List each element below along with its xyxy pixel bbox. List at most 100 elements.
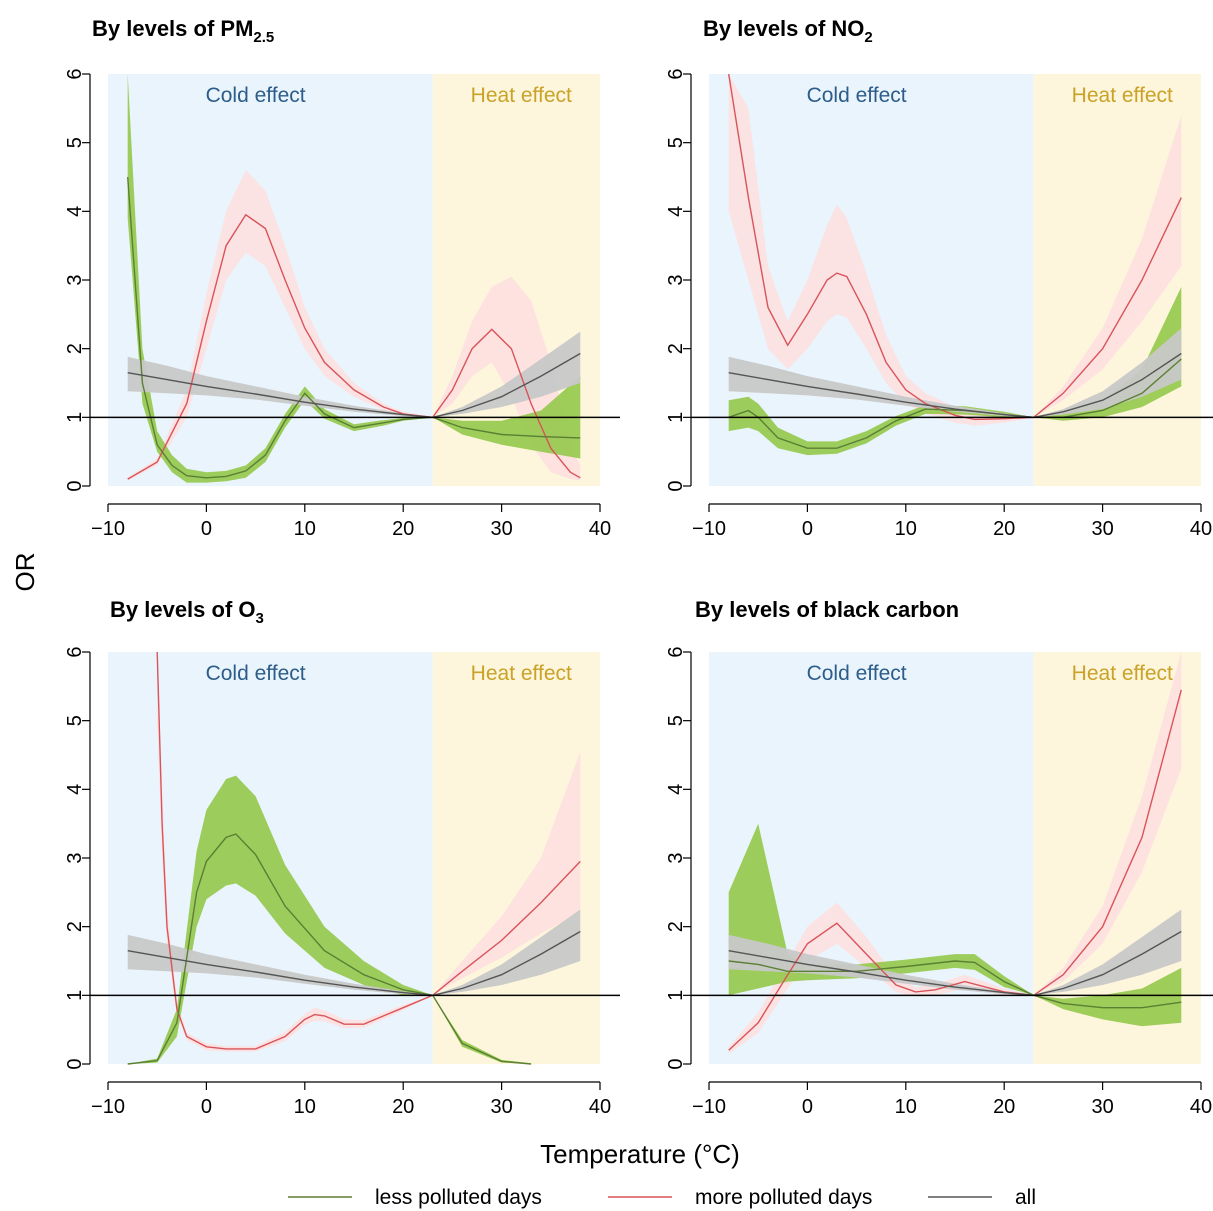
y-tick-label: 5 [64, 715, 86, 726]
x-tick-label: −10 [91, 1096, 125, 1118]
panel-title-subscript: 2.5 [253, 29, 274, 46]
y-tick-label: 1 [64, 412, 86, 423]
y-tick-label: 5 [665, 137, 687, 148]
x-tick-label: 20 [993, 518, 1015, 540]
panel-title: By levels of O3 [110, 597, 264, 627]
panel-title: By levels of NO2 [703, 16, 873, 46]
ci-band-less [127, 775, 532, 1064]
y-tick-label: 4 [64, 784, 86, 795]
heat-effect-label: Heat effect [1072, 84, 1173, 107]
y-tick-label: 6 [665, 646, 687, 657]
x-tick-label: −10 [692, 518, 726, 540]
ci-band-more [127, 170, 581, 481]
panel-title-subscript: 3 [256, 610, 264, 627]
series-line-less [127, 833, 532, 1065]
legend-label-more: more polluted days [695, 1186, 872, 1209]
x-tick-label: 20 [993, 1096, 1015, 1118]
x-tick-label: 30 [490, 1096, 512, 1118]
series-line-less [127, 176, 581, 479]
y-tick-label: 3 [64, 274, 86, 285]
panel-4: Cold effect Heat effect 0 1 2 3 4 5 6 −10 0 10 20 30 4… [665, 597, 1213, 1118]
y-tick-label: 0 [64, 1058, 86, 1069]
ci-band-all [728, 909, 1182, 996]
series-line-less [728, 960, 1182, 1009]
panel-title-subscript: 2 [864, 29, 872, 46]
x-tick-label: 30 [1091, 518, 1113, 540]
cold-effect-label: Cold effect [807, 662, 907, 685]
series-line-more [728, 689, 1182, 1051]
heat-effect-label: Heat effect [1072, 662, 1173, 685]
x-tick-label: 10 [294, 518, 316, 540]
series-line-all [728, 352, 1182, 419]
x-tick-label: 20 [392, 518, 414, 540]
y-tick-label: 5 [64, 137, 86, 148]
ci-band-all [127, 331, 581, 418]
y-tick-label: 1 [64, 990, 86, 1001]
panel-title: By levels of black carbon [695, 597, 959, 622]
x-tick-label: 40 [1190, 518, 1212, 540]
y-tick-label: 0 [665, 1058, 687, 1069]
legend-label-all: all [1015, 1186, 1036, 1209]
x-tick-label: 40 [589, 518, 611, 540]
panel-2: Cold effect Heat effect 0 1 2 3 4 5 6 −10 0 10 20 30 4… [665, 16, 1213, 540]
x-tick-label: 30 [1091, 1096, 1113, 1118]
y-tick-label: 1 [665, 990, 687, 1001]
y-tick-label: 1 [665, 412, 687, 423]
x-tick-label: 0 [802, 518, 813, 540]
panel-title-main: By levels of O [110, 597, 256, 622]
x-tick-label: 10 [294, 1096, 316, 1118]
x-tick-label: 40 [1190, 1096, 1212, 1118]
cold-effect-label: Cold effect [206, 84, 306, 107]
shared-x-axis-title: Temperature (°C) [540, 1139, 740, 1169]
x-tick-label: 30 [490, 518, 512, 540]
y-tick-label: 2 [665, 343, 687, 354]
x-tick-label: 10 [895, 1096, 917, 1118]
ci-band-more [728, 74, 1182, 426]
panel-title-main: By levels of NO [703, 16, 864, 41]
y-tick-label: 6 [64, 646, 86, 657]
ci-band-all [728, 328, 1182, 418]
x-tick-label: 10 [895, 518, 917, 540]
cold-effect-label: Cold effect [206, 662, 306, 685]
y-tick-label: 0 [665, 480, 687, 491]
heat-effect-label: Heat effect [471, 84, 572, 107]
y-tick-label: 2 [64, 921, 86, 932]
panel-title-main: By levels of PM [92, 16, 253, 41]
y-tick-label: 3 [665, 274, 687, 285]
series-line-more [156, 651, 581, 1050]
ci-band-all [127, 909, 581, 996]
series-line-all [127, 930, 581, 997]
y-tick-label: 3 [64, 852, 86, 863]
x-tick-label: −10 [91, 518, 125, 540]
legend: less polluted days more polluted days al… [288, 1186, 1036, 1209]
x-tick-label: 0 [201, 518, 212, 540]
panel-title-main: By levels of black carbon [695, 597, 959, 622]
series-line-less [728, 358, 1182, 449]
series-line-all [728, 930, 1182, 997]
x-tick-label: 0 [201, 1096, 212, 1118]
y-tick-label: 0 [64, 480, 86, 491]
y-tick-label: 3 [665, 852, 687, 863]
series-line-all [127, 352, 581, 419]
y-tick-label: 6 [64, 68, 86, 79]
x-tick-label: −10 [692, 1096, 726, 1118]
series-line-more [728, 73, 1182, 421]
x-tick-label: 20 [392, 1096, 414, 1118]
panel-title: By levels of PM2.5 [92, 16, 274, 46]
x-tick-label: 40 [589, 1096, 611, 1118]
y-tick-label: 6 [665, 68, 687, 79]
legend-label-less: less polluted days [375, 1186, 542, 1209]
y-tick-label: 2 [64, 343, 86, 354]
y-tick-label: 4 [665, 784, 687, 795]
y-tick-label: 4 [665, 206, 687, 217]
ci-band-more [157, 652, 581, 1052]
y-tick-label: 5 [665, 715, 687, 726]
ci-band-less [127, 74, 581, 483]
panel-3: Cold effect Heat effect 0 1 2 3 4 5 6 −10 0 10 20 30 4… [64, 597, 620, 1118]
y-tick-label: 2 [665, 921, 687, 932]
panel-1: Cold effect Heat effect 0 1 2 3 4 5 6 −10 0 10 20 30 4… [64, 16, 620, 540]
cold-effect-label: Cold effect [807, 84, 907, 107]
y-tick-label: 4 [64, 206, 86, 217]
